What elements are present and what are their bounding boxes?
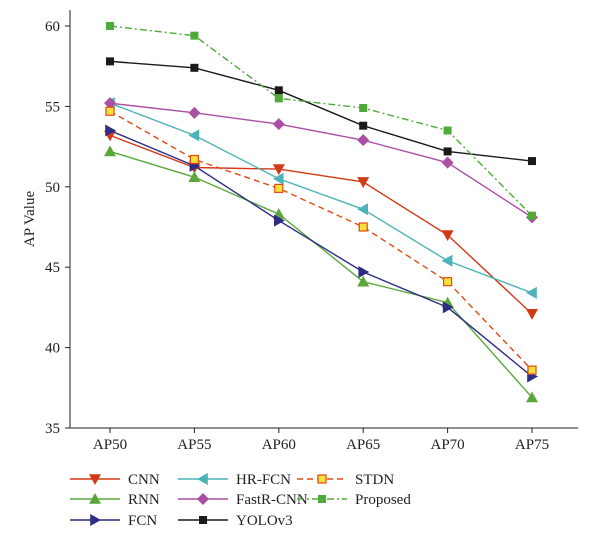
data-point-hr-fcn [357, 203, 368, 216]
series-proposed [106, 22, 536, 220]
legend-label: YOLOv3 [236, 513, 293, 529]
series-stdn [105, 106, 537, 375]
data-point-cnn [357, 177, 370, 188]
y-tick-label: 45 [45, 260, 60, 276]
legend-label: Proposed [355, 492, 411, 508]
legend-swatch-marker [197, 493, 209, 505]
series-rnn [104, 145, 538, 403]
data-point-fastr-cnn [272, 118, 285, 131]
series-layer [104, 22, 538, 403]
data-point-rnn [104, 145, 116, 157]
data-point-fcn [105, 124, 116, 137]
y-tick-label: 60 [45, 19, 60, 35]
data-point-hr-fcn [272, 172, 284, 185]
legend: CNN RNN FCN HR-FCN FastR-CNN YOLOv3 STDN Propos… [70, 472, 411, 529]
data-point-proposed [274, 94, 283, 103]
legend-item-rnn: RNN [70, 492, 160, 508]
data-point-rnn [357, 275, 370, 287]
legend-swatch-marker [317, 474, 327, 484]
data-point-stdn [189, 154, 199, 165]
legend-item-yolov3: YOLOv3 [178, 513, 293, 529]
data-point-hr-fcn [188, 129, 200, 142]
data-point-proposed [190, 31, 199, 40]
data-point-fastr-cnn [188, 106, 201, 119]
data-point-fastr-cnn [104, 97, 116, 110]
series-hr-fcn [104, 97, 537, 299]
series-fcn [105, 124, 538, 383]
y-tick-label: 40 [45, 341, 60, 357]
legend-swatch-marker [90, 514, 101, 526]
data-point-yolov3 [359, 121, 368, 130]
data-point-stdn [105, 106, 115, 116]
legend-item-fcn: FCN [70, 513, 157, 529]
legend-item-proposed: Proposed [297, 492, 411, 508]
data-point-proposed [106, 22, 114, 30]
series-fastr-cnn [104, 97, 538, 224]
x-tick-label: AP70 [431, 437, 465, 453]
data-point-yolov3 [274, 86, 283, 95]
x-tick-label: AP65 [346, 437, 380, 453]
data-point-yolov3 [528, 157, 536, 166]
data-point-proposed [528, 211, 536, 220]
series-line-fastr-cnn [109, 102, 533, 218]
data-point-cnn [526, 309, 538, 320]
legend-label: FCN [128, 513, 157, 529]
data-point-hr-fcn [526, 286, 537, 299]
series-line-hr-fcn [109, 102, 533, 294]
data-point-rnn [526, 391, 538, 403]
data-point-fcn [442, 301, 454, 314]
x-tick-label: AP75 [515, 437, 549, 453]
data-point-stdn [443, 277, 453, 287]
x-tick-label: AP60 [262, 437, 296, 453]
data-point-fcn [274, 214, 285, 227]
legend-label: RNN [128, 492, 160, 508]
data-point-yolov3 [190, 63, 199, 72]
legend-item-hr-fcn: HR-FCN [178, 472, 291, 488]
data-point-fcn [358, 266, 370, 279]
data-point-rnn [188, 171, 201, 182]
legend-label: FastR-CNN [236, 492, 308, 508]
y-tick-label: 35 [45, 421, 60, 437]
data-point-hr-fcn [441, 254, 453, 267]
data-point-fastr-cnn [441, 156, 454, 169]
legend-item-cnn: CNN [70, 472, 160, 488]
data-point-cnn [441, 230, 454, 242]
data-point-stdn [527, 365, 537, 375]
data-point-proposed [443, 126, 452, 135]
x-ticks: AP50 AP55 AP60 AP65 AP70 AP75 [93, 428, 549, 453]
data-point-stdn [274, 183, 284, 194]
y-tick-label: 50 [45, 180, 60, 196]
legend-label: CNN [128, 472, 160, 488]
series-line-rnn [109, 150, 533, 398]
legend-swatch-marker [199, 516, 207, 524]
legend-swatch-marker [89, 474, 101, 485]
y-axis-title: AP Value [22, 191, 38, 248]
y-ticks: 35 40 45 50 55 60 [45, 19, 70, 437]
legend-label: HR-FCN [236, 472, 291, 488]
y-tick-label: 55 [45, 99, 60, 115]
series-yolov3 [106, 57, 536, 166]
legend-label: STDN [355, 472, 394, 488]
data-point-proposed [359, 104, 368, 113]
legend-swatch-marker [318, 495, 326, 503]
series-line-fcn [109, 129, 533, 378]
series-line-cnn [109, 134, 533, 315]
legend-item-fastr-cnn: FastR-CNN [178, 492, 308, 508]
data-point-yolov3 [443, 147, 452, 156]
x-tick-label: AP50 [93, 437, 127, 453]
data-point-yolov3 [106, 57, 114, 66]
series-cnn [104, 130, 538, 320]
x-tick-label: AP55 [177, 437, 211, 453]
series-line-yolov3 [109, 60, 533, 162]
data-point-fastr-cnn [357, 134, 370, 147]
series-line-stdn [109, 110, 533, 371]
data-point-cnn [272, 164, 285, 176]
series-line-proposed [109, 25, 533, 217]
legend-item-stdn: STDN [297, 472, 394, 488]
legend-swatch-marker [197, 473, 208, 485]
legend-swatch-marker [89, 493, 101, 504]
axes: AP Value [22, 10, 578, 429]
data-point-stdn [358, 222, 368, 232]
